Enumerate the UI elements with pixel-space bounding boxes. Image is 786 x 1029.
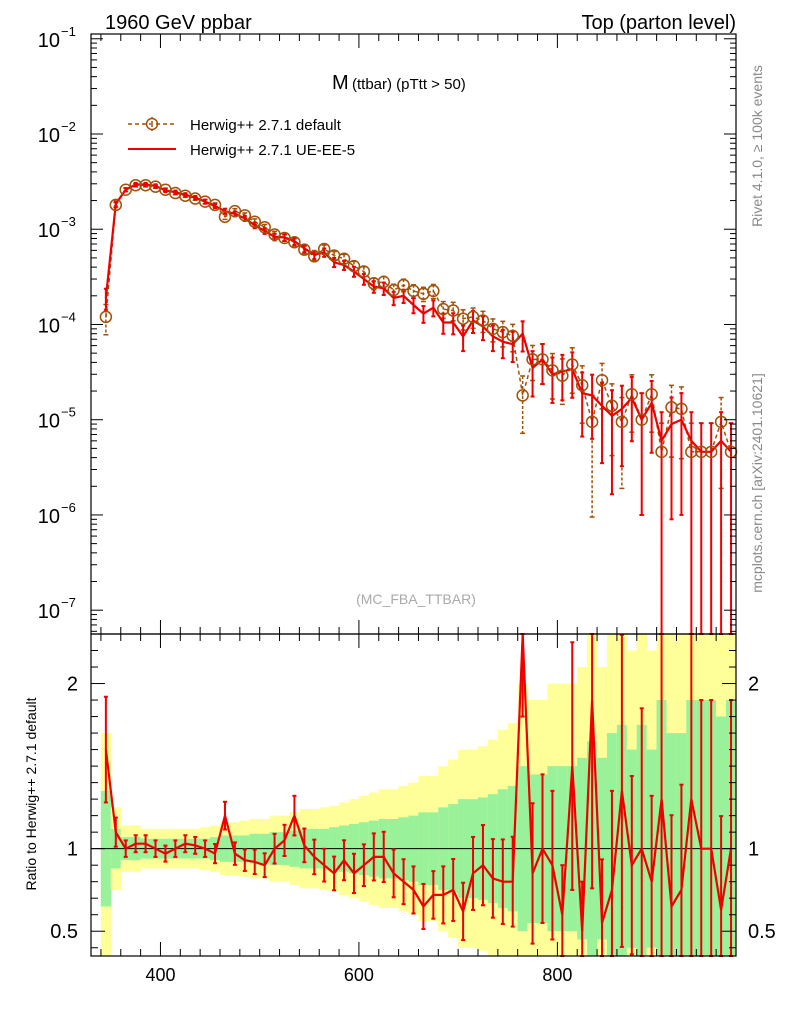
main-ytick-exponent: −7 [61,595,76,610]
rivet-label: Rivet 4.1.0, ≥ 100k events [749,65,765,227]
default-point [566,358,579,371]
header-left: 1960 GeV ppbar [105,12,252,34]
default-point [337,252,351,265]
default-point [387,283,400,297]
default-point [367,277,381,290]
main-ytick-exponent: −1 [61,24,76,39]
title-sub: (ttbar) (pTtt > 50) [352,76,466,93]
default-point [655,445,668,459]
default-point [536,353,549,366]
legend-default-label: Herwig++ 2.7.1 default [190,117,342,134]
default-point [298,243,311,256]
default-point [704,445,718,459]
default-point [635,413,648,426]
legend-default-marker [145,117,159,131]
default-point [248,215,261,228]
default-point [99,310,113,324]
default-point [238,209,252,222]
default-point [139,178,152,192]
default-point [546,364,559,377]
ratio-ytick-label-right: 1 [748,839,759,861]
main-ytick-exponent: −4 [61,309,76,324]
default-point [258,220,271,234]
default-point [288,236,301,249]
main-ytick-label: 10 [38,506,60,528]
default-point [506,329,519,343]
main-ytick-label: 10 [38,411,60,433]
legend: Herwig++ 2.7.1 default Herwig++ 2.7.1 UE… [128,117,355,159]
main-ytick-exponent: −5 [61,405,76,420]
main-ytick-exponent: −2 [61,119,76,134]
default-point [575,379,589,392]
default-point [119,183,132,196]
default-point [218,210,232,224]
ratio-ytick-label: 0.5 [50,921,78,943]
ratio-ytick-label-right: 0.5 [748,921,776,943]
default-point [129,178,142,192]
default-point [625,388,639,401]
default-point [645,388,658,401]
default-point [714,415,728,429]
ratio-ytick-label: 1 [67,839,78,861]
default-point [357,265,371,278]
default-point [695,445,708,459]
main-ytick-label: 10 [38,220,60,242]
ratio-xtick-label: 800 [542,965,572,985]
default-point [446,304,460,317]
mcplots-label: mcplots.cern.ch [arXiv:2401.10621] [749,373,765,592]
ratio-ylabel: Ratio to Herwig++ 2.7.1 default [23,697,39,890]
analysis-label: (MC_FBA_TTBAR) [356,591,476,607]
default-point [377,275,390,289]
header-right: Top (parton level) [581,12,736,34]
default-point [208,198,222,212]
default-point [437,302,450,316]
default-point [605,399,619,413]
title-main: M [332,72,349,94]
default-point [476,314,490,327]
main-ytick-label: 10 [38,30,60,52]
ratio-series-line [104,633,733,932]
legend-ue-label: Herwig++ 2.7.1 UE-EE-5 [190,142,355,159]
default-point [308,250,321,263]
main-ytick-exponent: −6 [61,500,76,515]
default-point [665,401,678,414]
main-ytick-label: 10 [38,601,60,623]
ratio-frame [90,633,737,957]
default-point [109,198,123,212]
default-point [685,445,698,459]
default-point [397,278,410,292]
default-point [675,402,688,416]
default-point [427,284,440,298]
main-plot-data [99,178,738,635]
main-ytick-label: 10 [38,315,60,337]
main-frame [90,33,737,635]
default-point [317,242,331,256]
ue-series-line [104,183,732,453]
main-ytick-label: 10 [38,125,60,147]
ratio-plot-data [103,633,734,957]
ratio-xtick-label: 400 [145,965,175,985]
ratio-ytick-label: 2 [67,674,78,696]
main-ytick-exponent: −3 [61,214,76,229]
default-point [347,259,361,273]
default-point [615,415,629,429]
default-point [526,353,539,366]
default-point [585,415,599,429]
default-point [595,373,609,387]
ratio-ytick-label-right: 2 [748,674,759,696]
default-point [516,389,529,402]
default-point [556,369,569,382]
default-point [456,312,470,325]
ratio-xtick-label: 600 [344,965,374,985]
